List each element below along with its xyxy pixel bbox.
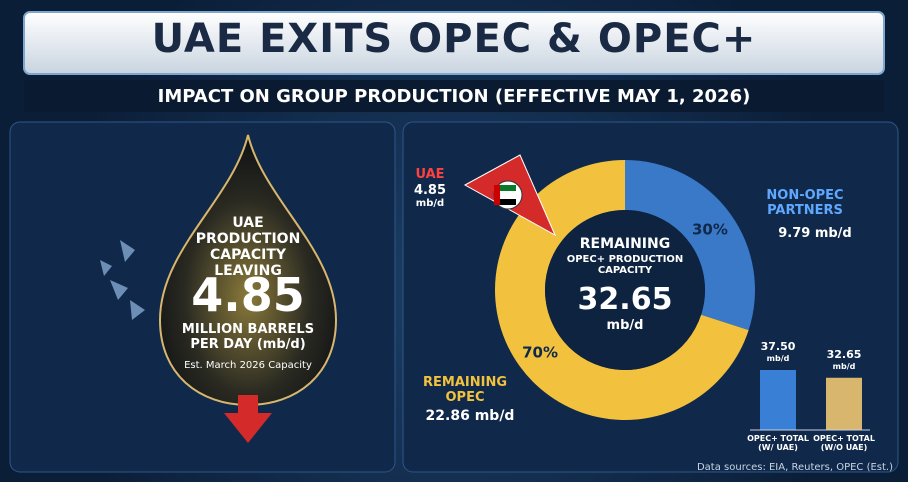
subtitle-bar — [24, 80, 884, 112]
amount-label: 9.79 mb/d — [778, 226, 852, 241]
donut-hole — [545, 210, 705, 370]
bar-unit: mb/d — [832, 361, 856, 371]
shards — [100, 240, 145, 320]
slice-percent: 70% — [522, 344, 558, 362]
subtitle: IMPACT ON GROUP PRODUCTION (EFFECTIVE MA… — [157, 86, 751, 107]
uae-flag-black — [500, 199, 516, 205]
bar-unit: mb/d — [766, 354, 790, 363]
drop-note: Est. March 2026 Capacity — [184, 360, 312, 371]
center-unit: mb/d — [606, 318, 644, 333]
bar-category: OPEC+ TOTAL (W/O UAE) — [813, 434, 875, 452]
amount-label: 22.86 mb/d — [425, 408, 515, 424]
drop-unit: MILLION BARRELS PER DAY (mb/d) — [181, 322, 315, 352]
uae-name: UAE — [415, 167, 445, 182]
uae-flag-green — [500, 185, 516, 191]
category-label: REMAINING OPEC — [423, 375, 507, 405]
uae-value: 4.85 — [413, 183, 447, 198]
title: UAE EXITS OPEC & OPEC+ — [151, 16, 757, 62]
category-label: NON-OPEC PARTNERS — [766, 188, 844, 218]
bar — [760, 370, 796, 430]
bar — [826, 377, 862, 430]
bar-value: 37.50 — [760, 340, 796, 353]
bar-value: 32.65 — [826, 347, 862, 361]
donut-slice — [625, 160, 755, 331]
bar-category: OPEC+ TOTAL (W/ UAE) — [747, 434, 809, 452]
uae-flag-red — [494, 185, 500, 205]
uae-unit: mb/d — [415, 198, 445, 209]
slice-percent: 30% — [692, 220, 728, 238]
drop-label: UAE PRODUCTION CAPACITY LEAVING — [195, 215, 301, 279]
source: Data sources: EIA, Reuters, OPEC (Est.) — [696, 462, 894, 473]
donut-slice — [494, 160, 749, 420]
drop-value: 4.85 — [191, 268, 305, 322]
center-subtitle: OPEC+ PRODUCTION CAPACITY — [566, 254, 684, 276]
title-banner — [23, 11, 885, 75]
down-arrow — [224, 395, 272, 443]
center-value: 32.65 — [577, 282, 673, 317]
center-title: REMAINING — [579, 236, 671, 252]
